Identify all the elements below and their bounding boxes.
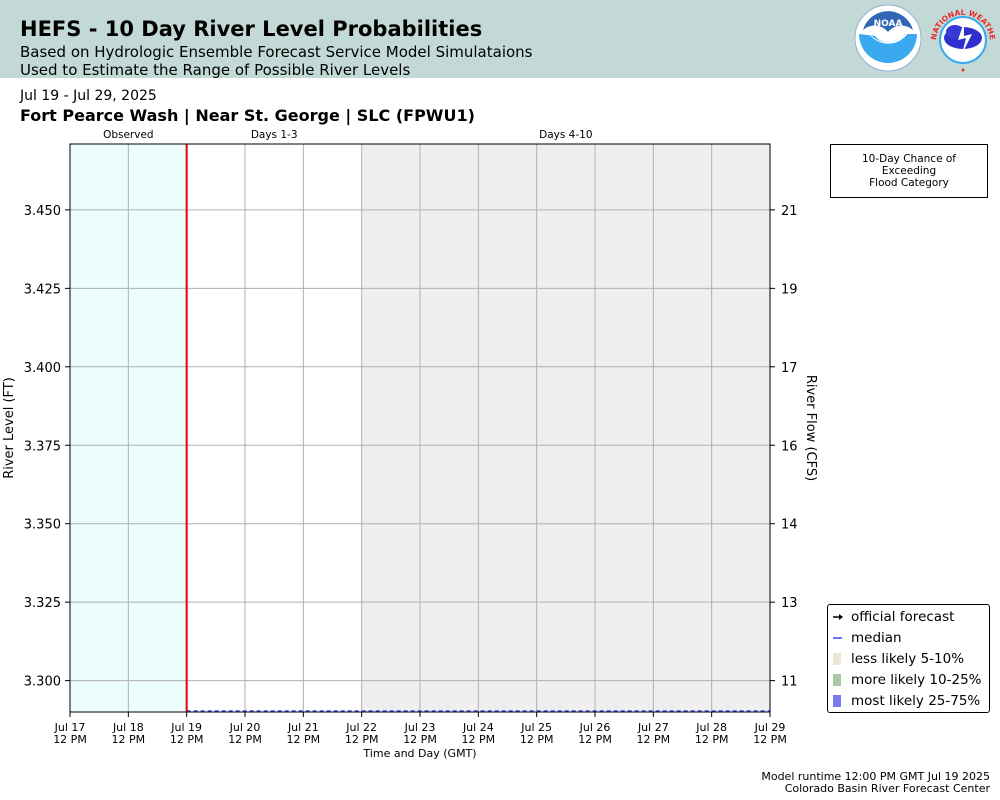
region-shade xyxy=(186,144,362,712)
x-tick-label: Jul 20 12 PM xyxy=(228,721,262,746)
probability-swatch xyxy=(833,695,841,707)
probability-swatch xyxy=(833,653,841,665)
region-label: Days 1-3 xyxy=(251,129,298,141)
x-tick-label: Jul 29 12 PM xyxy=(753,721,787,746)
y-tick-label: 3.375 xyxy=(24,439,61,454)
y-tick-label: 3.400 xyxy=(24,361,61,376)
x-tick-label: Jul 18 12 PM xyxy=(112,721,146,746)
region-label: Observed xyxy=(103,129,154,141)
x-tick-label: Jul 26 12 PM xyxy=(578,721,612,746)
x-tick-label: Jul 23 12 PM xyxy=(403,721,437,746)
x-tick-label: Jul 28 12 PM xyxy=(695,721,729,746)
legend-item: most likely 25-75% xyxy=(828,691,988,711)
legend-label: more likely 10-25% xyxy=(851,672,982,688)
model-runtime: Model runtime 12:00 PM GMT Jul 19 2025 xyxy=(761,770,990,783)
noaa-logo: NOAA xyxy=(854,4,922,72)
x-tick-label: Jul 17 12 PM xyxy=(53,721,87,746)
flood-category-box: 10-Day Chance of Exceeding Flood Categor… xyxy=(830,144,988,198)
legend-item: more likely 10-25% xyxy=(828,670,988,690)
x-tick-label: Jul 25 12 PM xyxy=(520,721,554,746)
legend-label: less likely 5-10% xyxy=(851,651,965,667)
y2-axis-label: River Flow (CFS) xyxy=(803,375,818,481)
y-tick-label: 3.450 xyxy=(24,204,61,219)
header-banner: HEFS - 10 Day River Level Probabilities … xyxy=(0,0,1000,79)
forecast-center: Colorado Basin River Forecast Center xyxy=(784,782,990,795)
legend-item: less likely 5-10% xyxy=(828,649,988,669)
y2-tick-label: 17 xyxy=(781,361,798,376)
probability-swatch xyxy=(833,674,841,686)
median-line-swatch xyxy=(832,630,842,646)
legend-label: official forecast xyxy=(851,609,955,625)
y2-tick-label: 19 xyxy=(781,282,798,297)
noaa-logo-text: NOAA xyxy=(874,19,903,29)
station-name: Fort Pearce Wash | Near St. George | SLC… xyxy=(20,106,475,125)
official-forecast-arrow-icon xyxy=(832,609,843,625)
x-tick-label: Jul 27 12 PM xyxy=(637,721,671,746)
date-range: Jul 19 - Jul 29, 2025 xyxy=(20,88,157,104)
legend-item: official forecast xyxy=(828,607,988,627)
x-tick-label: Jul 24 12 PM xyxy=(462,721,496,746)
y-axis-label: River Level (FT) xyxy=(2,377,17,479)
y2-tick-label: 16 xyxy=(781,439,798,454)
region-label: Days 4-10 xyxy=(539,129,592,141)
y2-tick-label: 13 xyxy=(781,596,798,611)
legend-label: most likely 25-75% xyxy=(851,693,981,709)
page-title: HEFS - 10 Day River Level Probabilities xyxy=(20,17,483,41)
y2-tick-label: 11 xyxy=(781,675,798,690)
x-tick-label: Jul 22 12 PM xyxy=(345,721,379,746)
legend-item: median xyxy=(828,628,988,648)
y-tick-label: 3.325 xyxy=(24,596,61,611)
flood-box-line-1: 10-Day Chance of xyxy=(862,153,956,165)
subtitle-line-2: Used to Estimate the Range of Possible R… xyxy=(20,61,411,79)
x-tick-label: Jul 21 12 PM xyxy=(287,721,321,746)
chart-legend: official forecast median less likely 5-10%… xyxy=(827,604,990,713)
y-tick-label: 3.350 xyxy=(24,518,61,533)
flood-box-line-2: Exceeding xyxy=(881,165,937,177)
subtitle-line-1: Based on Hydrologic Ensemble Forecast Se… xyxy=(20,43,533,61)
legend-label: median xyxy=(851,630,902,646)
x-tick-label: Jul 19 12 PM xyxy=(170,721,204,746)
nws-logo: NATIONAL WEATHER SERVICE xyxy=(928,2,997,72)
flood-box-line-3: Flood Category xyxy=(869,177,949,189)
y-tick-label: 3.425 xyxy=(24,282,61,297)
y2-tick-label: 14 xyxy=(781,518,798,533)
region-shade xyxy=(361,144,770,712)
y-tick-label: 3.300 xyxy=(24,675,61,690)
x-axis-label: Time and Day (GMT) xyxy=(362,747,476,760)
y2-tick-label: 21 xyxy=(781,204,798,219)
